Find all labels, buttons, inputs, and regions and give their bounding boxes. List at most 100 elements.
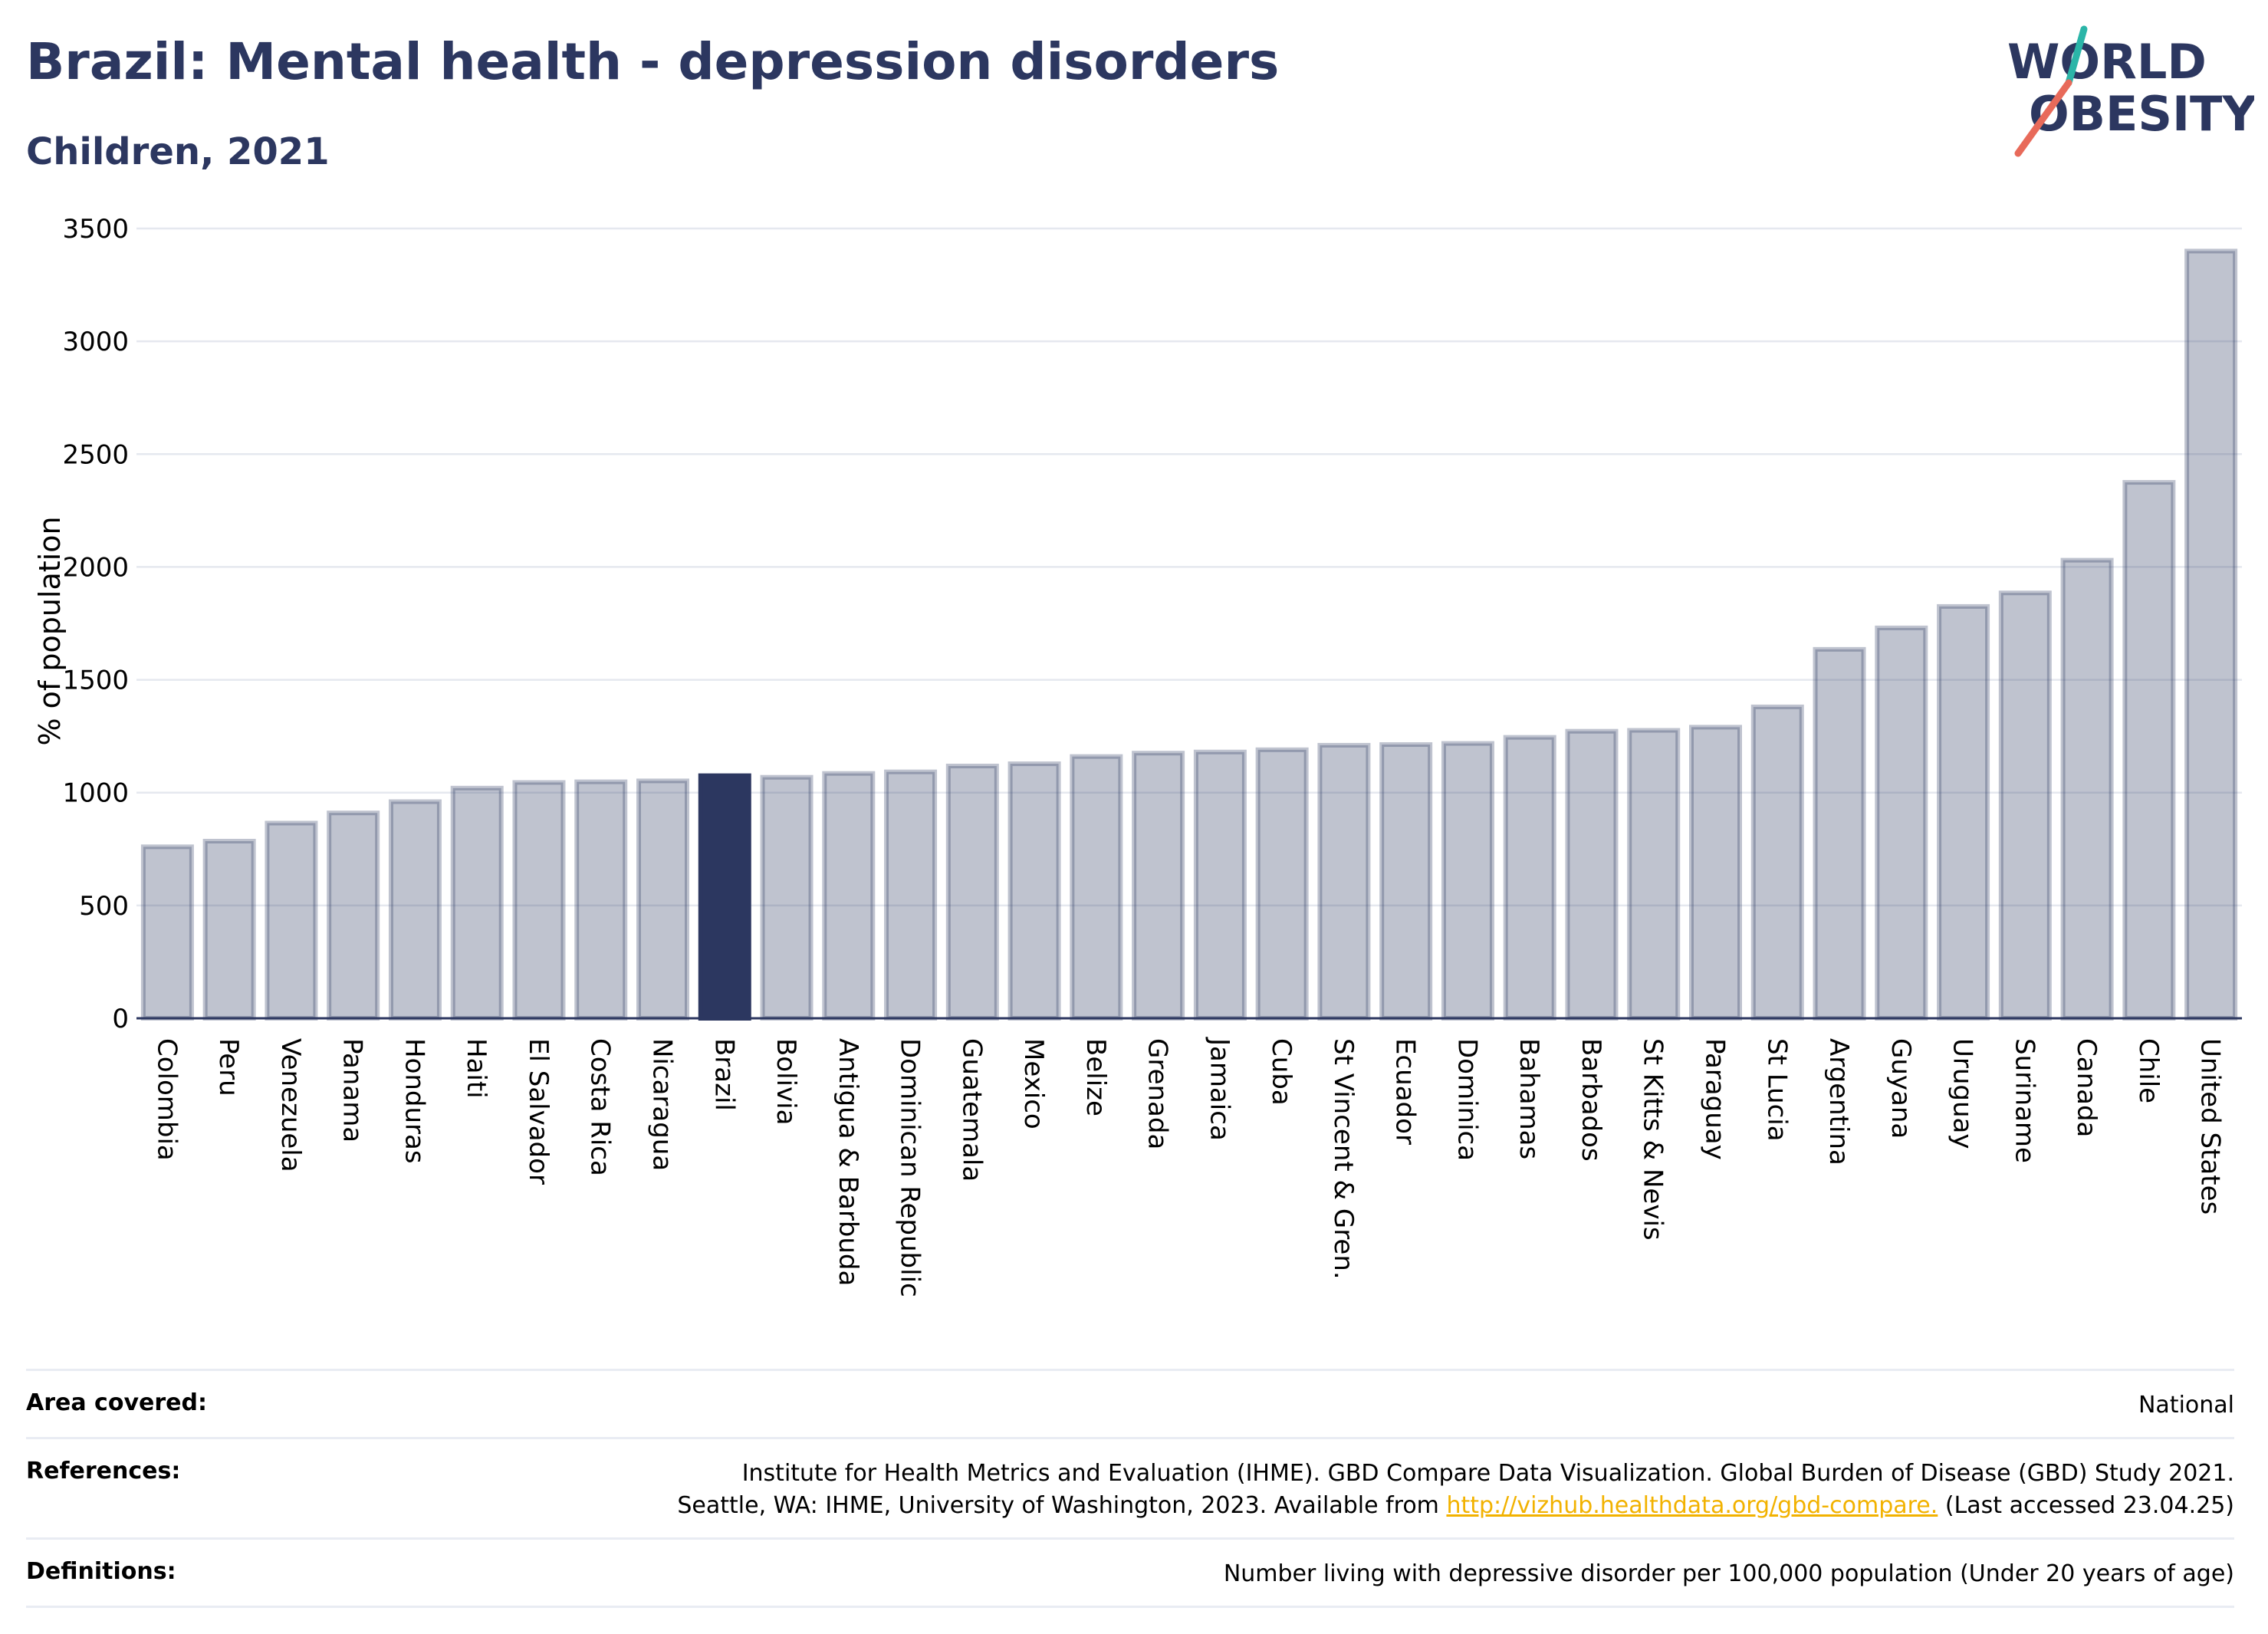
area-label: Area covered: bbox=[26, 1389, 207, 1416]
logo-slash-teal bbox=[2065, 25, 2088, 87]
definitions-label: Definitions: bbox=[26, 1558, 176, 1585]
bar bbox=[636, 778, 689, 1021]
bar bbox=[1193, 749, 1247, 1021]
x-tick-label: Panama bbox=[337, 1038, 368, 1142]
bar bbox=[512, 780, 566, 1021]
y-tick-label: 3500 bbox=[62, 214, 129, 245]
gridlines bbox=[136, 227, 2242, 907]
y-tick-label: 2500 bbox=[62, 439, 129, 470]
y-axis-ticks: 0 500 1000 1500 2000 2500 3000 3500 bbox=[62, 214, 129, 1034]
area-value: National bbox=[2138, 1392, 2234, 1419]
y-tick-label: 500 bbox=[79, 891, 129, 922]
x-tick-label: Grenada bbox=[1142, 1038, 1173, 1149]
x-tick-label: Costa Rica bbox=[585, 1038, 616, 1176]
footer-row-definitions: Definitions: Number living with depressi… bbox=[26, 1537, 2234, 1608]
bar bbox=[1689, 725, 1742, 1021]
references-line1: Institute for Health Metrics and Evaluat… bbox=[741, 1460, 2234, 1487]
footer-table: Area covered: National References: Insti… bbox=[26, 1369, 2234, 1608]
x-tick-label: Bahamas bbox=[1514, 1038, 1544, 1159]
x-tick-label: Argentina bbox=[1823, 1038, 1854, 1165]
bar bbox=[450, 785, 504, 1021]
bar bbox=[1503, 735, 1556, 1021]
references-line2-post: (Last accessed 23.04.25) bbox=[1938, 1492, 2234, 1519]
references-label: References: bbox=[26, 1458, 181, 1484]
x-tick-label: Guatemala bbox=[956, 1038, 987, 1182]
bar bbox=[1998, 590, 2052, 1021]
x-tick-label: St Kitts & Nevis bbox=[1638, 1038, 1668, 1241]
bar-highlight bbox=[698, 773, 751, 1021]
bars bbox=[140, 248, 2238, 1021]
logo-word-world: WORLD bbox=[2007, 34, 2207, 90]
x-tick-label: United States bbox=[2195, 1038, 2226, 1215]
x-tick-label: Nicaragua bbox=[647, 1038, 678, 1171]
x-tick-label: Dominica bbox=[1451, 1038, 1482, 1161]
y-tick-label: 3000 bbox=[62, 327, 129, 357]
chart-subtitle: Children, 2021 bbox=[26, 130, 330, 173]
x-tick-label: Canada bbox=[2071, 1038, 2102, 1137]
bar bbox=[202, 838, 256, 1021]
x-tick-label: Jamaica bbox=[1204, 1037, 1234, 1141]
x-tick-label: Antigua & Barbuda bbox=[833, 1038, 863, 1286]
bar bbox=[1379, 742, 1433, 1021]
footer-row-references: References: Institute for Health Metrics… bbox=[26, 1437, 2234, 1537]
x-axis-labels: Colombia Peru Venezuela Panama Honduras Haiti… bbox=[151, 1037, 2225, 1297]
bar bbox=[760, 774, 814, 1021]
footer-row-area: Area covered: National bbox=[26, 1369, 2234, 1437]
definitions-value: Number living with depressive disorder p… bbox=[1223, 1560, 2234, 1587]
x-tick-label: Chile bbox=[2133, 1038, 2164, 1103]
bar bbox=[945, 763, 999, 1021]
x-tick-label: Brazil bbox=[708, 1038, 739, 1111]
x-tick-label: Suriname bbox=[2009, 1038, 2040, 1163]
bar bbox=[1627, 728, 1681, 1021]
x-tick-label: Honduras bbox=[399, 1038, 429, 1164]
bar bbox=[1070, 754, 1123, 1021]
bar-chart: 0 500 1000 1500 2000 2500 3000 3500 Colombia Per… bbox=[33, 214, 2242, 1297]
y-tick-label: 1500 bbox=[62, 666, 129, 696]
x-tick-label: Mexico bbox=[1018, 1038, 1049, 1129]
x-tick-label: El Salvador bbox=[523, 1038, 554, 1185]
x-tick-label: Belize bbox=[1080, 1038, 1111, 1116]
references-value: Institute for Health Metrics and Evaluat… bbox=[677, 1458, 2234, 1522]
bar bbox=[574, 779, 628, 1021]
y-axis-title: % of population bbox=[33, 516, 67, 745]
x-tick-label: Colombia bbox=[151, 1038, 182, 1161]
bar bbox=[1317, 742, 1371, 1021]
bar bbox=[327, 810, 380, 1021]
references-link[interactable]: http://vizhub.healthdata.org/gbd-compare… bbox=[1446, 1492, 1938, 1519]
y-tick-label: 0 bbox=[112, 1004, 129, 1034]
bar bbox=[1132, 751, 1185, 1021]
bar bbox=[1937, 603, 1990, 1021]
x-tick-label: Venezuela bbox=[275, 1038, 306, 1172]
x-tick-label: Peru bbox=[213, 1038, 244, 1096]
references-line2-pre: Seattle, WA: IHME, University of Washing… bbox=[677, 1492, 1447, 1519]
logo-word-obesity: OBESITY bbox=[2029, 86, 2254, 142]
bar bbox=[265, 820, 318, 1021]
x-tick-label: Barbados bbox=[1576, 1038, 1606, 1162]
bar bbox=[2184, 248, 2238, 1021]
x-tick-label: Guyana bbox=[1885, 1038, 1916, 1139]
bar bbox=[884, 769, 938, 1021]
x-tick-label: Paraguay bbox=[1700, 1038, 1731, 1160]
x-tick-label: St Lucia bbox=[1761, 1038, 1792, 1142]
x-tick-label: Bolivia bbox=[771, 1038, 801, 1125]
bar bbox=[822, 771, 876, 1021]
world-obesity-logo: WORLD OBESITY bbox=[2007, 25, 2254, 157]
x-tick-label: Cuba bbox=[1266, 1038, 1297, 1106]
bar bbox=[1007, 761, 1061, 1021]
bar bbox=[1750, 704, 1804, 1021]
bar bbox=[2060, 557, 2114, 1021]
logo-slash-coral bbox=[2014, 79, 2072, 157]
x-tick-label: Uruguay bbox=[1948, 1038, 1978, 1149]
bar bbox=[388, 799, 442, 1021]
bar bbox=[140, 844, 194, 1021]
x-tick-label: Haiti bbox=[461, 1038, 491, 1099]
x-tick-label: St Vincent & Gren. bbox=[1328, 1038, 1359, 1280]
bar bbox=[1441, 741, 1494, 1021]
bar bbox=[1255, 747, 1309, 1021]
y-tick-label: 1000 bbox=[62, 778, 129, 809]
bar bbox=[1565, 728, 1619, 1021]
y-tick-label: 2000 bbox=[62, 552, 129, 583]
x-tick-label: Dominican Republic bbox=[895, 1038, 925, 1297]
x-tick-label: Ecuador bbox=[1390, 1038, 1421, 1145]
chart-title: Brazil: Mental health - depression disor… bbox=[26, 32, 1280, 91]
